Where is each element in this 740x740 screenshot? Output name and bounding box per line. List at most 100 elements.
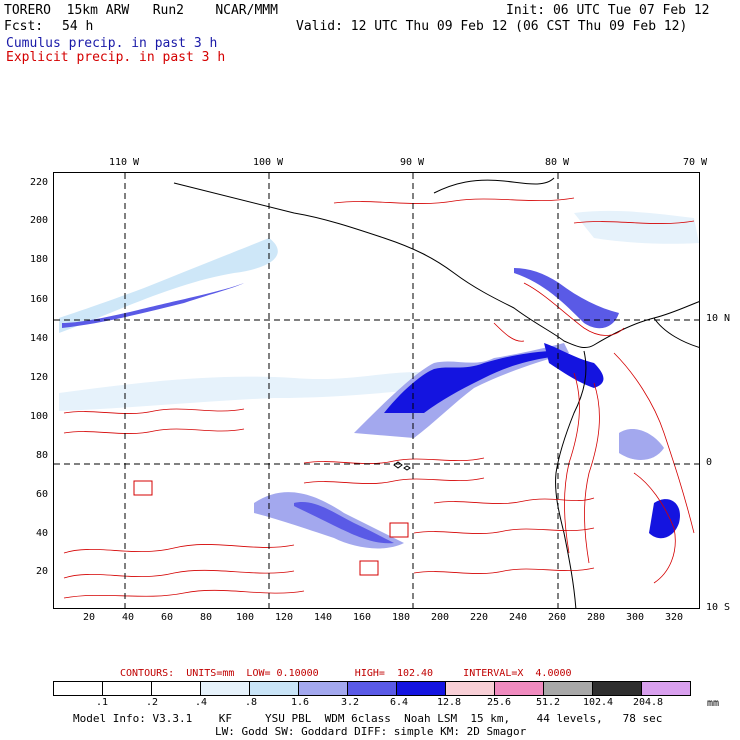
contour-region-nw <box>63 408 245 414</box>
forecast-label: Fcst: <box>4 19 44 34</box>
model-info-line1: Model Info: V3.3.1 KF YSU PBL WDM 6class… <box>73 712 663 725</box>
colorbar-label-2: .4 <box>194 697 208 708</box>
colorbar-swatch-8 <box>446 682 495 695</box>
x-tick-40: 40 <box>121 612 135 623</box>
contour-info: CONTOURS: UNITS=mm LOW= 0.10000 HIGH= 10… <box>120 668 572 679</box>
colorbar-swatch-2 <box>152 682 201 695</box>
contour-region-sw-2 <box>63 569 295 579</box>
colorbar-label-3: .8 <box>244 697 258 708</box>
coastline-yucatan <box>433 177 555 194</box>
lat-label-0: 0 <box>706 457 713 468</box>
lon-label-80w: 80 W <box>544 157 570 168</box>
colorbar-swatch-1 <box>103 682 152 695</box>
explicit-precip-contours <box>63 197 695 599</box>
lon-label-90w: 90 W <box>399 157 425 168</box>
contour-region-se-2 <box>413 527 595 534</box>
colorbar-label-0: .1 <box>95 697 109 708</box>
colorbar-swatch-4 <box>250 682 299 695</box>
coastline-mexico-central-america <box>173 182 699 348</box>
precip-band-north-pacific-core <box>62 283 244 328</box>
precip-band-north-pacific <box>59 238 278 333</box>
colorbar-swatch-5 <box>299 682 348 695</box>
x-tick-160: 160 <box>352 612 372 623</box>
contour-region-costa-rica <box>493 322 525 342</box>
y-tick-160: 160 <box>29 294 48 305</box>
contour-region-se <box>433 497 595 504</box>
x-tick-280: 280 <box>586 612 606 623</box>
colorbar-swatch-9 <box>495 682 544 695</box>
precip-band-amazon-mid <box>619 428 664 460</box>
contour-region-w <box>63 428 245 434</box>
precip-band-amazon-east <box>649 499 680 539</box>
colorbar-label-1: .2 <box>145 697 159 708</box>
contour-region-caribbean <box>333 197 575 204</box>
coastlines <box>173 177 699 608</box>
contour-region-amazon-2 <box>633 472 676 584</box>
y-tick-140: 140 <box>29 333 48 344</box>
coastline-south-america-west <box>555 350 587 608</box>
colorbar <box>53 681 691 696</box>
colorbar-label-5: 3.2 <box>340 697 360 708</box>
precip-map <box>53 172 700 609</box>
y-tick-180: 180 <box>29 254 48 265</box>
x-tick-140: 140 <box>313 612 333 623</box>
colorbar-swatch-7 <box>397 682 446 695</box>
precip-map-canvas <box>54 173 699 608</box>
box-marker-1 <box>389 522 409 538</box>
colorbar-label-9: 51.2 <box>535 697 561 708</box>
box-markers <box>133 480 409 576</box>
colorbar-swatch-11 <box>593 682 642 695</box>
colorbar-label-10: 102.4 <box>582 697 614 708</box>
colorbar-swatch-6 <box>348 682 397 695</box>
contour-region-andes-1 <box>564 372 580 554</box>
x-tick-240: 240 <box>508 612 528 623</box>
colorbar-label-6: 6.4 <box>389 697 409 708</box>
box-marker-5 <box>359 560 379 576</box>
y-tick-220: 220 <box>29 177 48 188</box>
cumulus-precip-shading <box>59 210 699 549</box>
colorbar-swatch-3 <box>201 682 250 695</box>
x-tick-60: 60 <box>160 612 174 623</box>
x-tick-320: 320 <box>664 612 684 623</box>
field-explicit-precip: Explicit precip. in past 3 h <box>6 50 226 65</box>
model-info-line2: LW: Godd SW: Goddard DIFF: simple KM: 2D… <box>215 725 527 738</box>
model-title: TORERO 15km ARW Run2 NCAR/MMM <box>4 3 278 18</box>
precip-band-itcz-core <box>384 351 551 413</box>
precip-band-south-core <box>294 502 394 544</box>
lon-label-110w: 110 W <box>108 157 140 168</box>
colorbar-swatch-10 <box>544 682 593 695</box>
contour-region-central <box>303 457 485 464</box>
colorbar-label-8: 25.6 <box>486 697 512 708</box>
x-tick-200: 200 <box>430 612 450 623</box>
valid-time: Valid: 12 UTC Thu 09 Feb 12 (06 CST Thu … <box>296 19 688 34</box>
precip-band-itcz-central <box>354 343 569 438</box>
colorbar-label-4: 1.6 <box>290 697 310 708</box>
x-tick-180: 180 <box>391 612 411 623</box>
x-tick-20: 20 <box>82 612 96 623</box>
y-tick-60: 60 <box>35 489 48 500</box>
colorbar-label-11: 204.8 <box>632 697 664 708</box>
precip-band-caribbean <box>574 210 699 244</box>
y-tick-120: 120 <box>29 372 48 383</box>
colorbar-swatch-0 <box>54 682 103 695</box>
y-tick-40: 40 <box>35 528 48 539</box>
colorbar-swatch-12 <box>642 682 690 695</box>
precip-band-itcz-west <box>59 371 434 411</box>
contour-region-sw-3 <box>63 589 305 599</box>
forecast-hours: 54 h <box>62 19 94 34</box>
x-tick-80: 80 <box>199 612 213 623</box>
lon-label-70w: 70 W <box>682 157 708 168</box>
lon-label-100w: 100 W <box>252 157 284 168</box>
contour-region-panama <box>523 282 625 336</box>
x-tick-100: 100 <box>235 612 255 623</box>
colorbar-units: mm <box>707 698 720 709</box>
contour-region-andes-2 <box>584 382 600 564</box>
contour-region-central-2 <box>303 477 485 484</box>
y-tick-20: 20 <box>35 566 48 577</box>
field-cumulus-precip: Cumulus precip. in past 3 h <box>6 36 218 51</box>
precip-band-colombia <box>544 343 604 388</box>
contour-region-se-3 <box>413 567 595 574</box>
lat-label-10n: 10 N <box>706 313 731 324</box>
contour-region-amazon <box>613 352 695 534</box>
x-tick-120: 120 <box>274 612 294 623</box>
